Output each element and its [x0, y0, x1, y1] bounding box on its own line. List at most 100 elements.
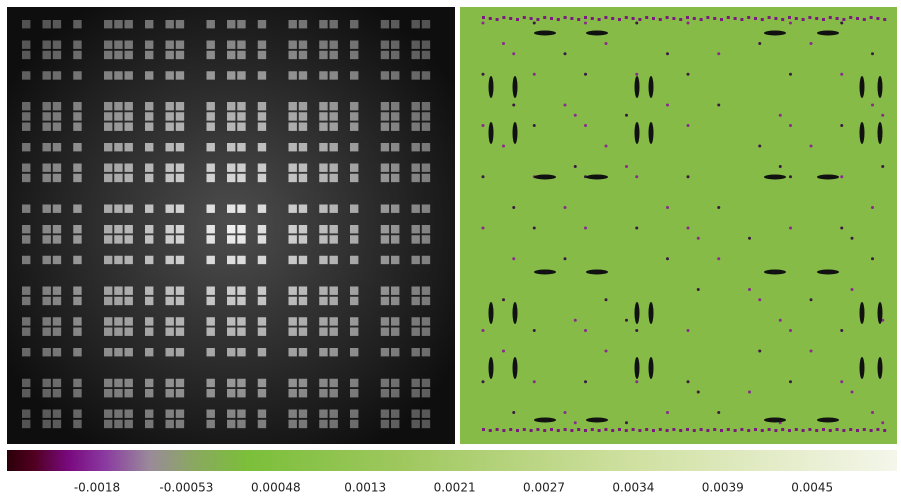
edge-dot [747, 16, 750, 19]
residual-dot [564, 411, 567, 414]
residual-dot [758, 350, 761, 353]
residual-blob [878, 76, 883, 98]
residual-dot [666, 52, 669, 55]
colorbar-tick-label: -0.00053 [159, 481, 213, 495]
edge-dot [530, 429, 533, 432]
page: -0.0018-0.000530.000480.00130.00210.0027… [0, 0, 901, 497]
residual-dot [666, 257, 669, 260]
colorbar [7, 450, 897, 471]
edge-dot [802, 429, 805, 432]
colorbar-tick-label: 0.0021 [434, 481, 476, 495]
residual-dot [789, 227, 792, 230]
residual-dot [871, 206, 874, 209]
edge-dot [618, 428, 621, 431]
edge-dot [700, 428, 703, 431]
residual-dot [717, 52, 720, 55]
residual-blob [513, 357, 518, 379]
edge-dot [815, 429, 818, 432]
residual-dot [635, 175, 638, 178]
edge-dot [795, 17, 798, 20]
edge-dot [557, 429, 560, 432]
edge-dot [863, 18, 866, 21]
edge-dot [693, 429, 696, 432]
residual-dot [871, 257, 874, 260]
residual-dot [697, 391, 700, 394]
edge-dot [496, 18, 499, 21]
edge-dot [727, 16, 730, 19]
edge-dot [706, 429, 709, 432]
edge-dot [550, 428, 553, 431]
colorbar-tick-label: 0.0034 [612, 481, 654, 495]
residual-dot [851, 288, 854, 291]
edge-dot [822, 18, 825, 21]
residual-dot [717, 411, 720, 414]
left-shade [7, 7, 455, 444]
edge-dot [516, 18, 519, 21]
residual-dot [533, 73, 536, 76]
edge-dot [482, 16, 485, 19]
residual-blob [649, 357, 654, 379]
residual-dot [533, 124, 536, 127]
edge-dot [679, 429, 682, 432]
edge-dot [584, 429, 587, 432]
residual-dot [697, 288, 700, 291]
edge-dot [788, 429, 791, 432]
edge-dot [856, 429, 859, 432]
residual-dot [635, 227, 638, 230]
edge-dot [645, 428, 648, 431]
residual-dot [840, 380, 843, 383]
edge-dot [849, 16, 852, 19]
edge-dot [754, 428, 757, 431]
edge-dot [509, 17, 512, 20]
edge-dot [829, 429, 832, 432]
residual-dot [687, 175, 690, 178]
residual-blob [489, 357, 494, 379]
residual-dot [789, 329, 792, 332]
edge-dot [666, 429, 669, 432]
edge-dot [516, 429, 519, 432]
colorbar-tick-label: 0.0027 [523, 481, 565, 495]
residual-dot [748, 391, 751, 394]
residual-dot [789, 175, 792, 178]
edge-dot [761, 18, 764, 21]
residual-dot [881, 114, 884, 117]
edge-dot [829, 16, 832, 19]
residual-dot [512, 52, 515, 55]
edge-dot [808, 428, 811, 431]
edge-dot [740, 428, 743, 431]
residual-blob [489, 302, 494, 324]
edge-dot [870, 16, 873, 19]
edge-dot [768, 16, 771, 19]
edge-dot [570, 429, 573, 432]
residual-blob [860, 302, 865, 324]
residual-dot [779, 165, 782, 168]
residual-dot [687, 329, 690, 332]
residual-blob [586, 31, 608, 36]
colorbar-tick-label: 0.0039 [702, 481, 744, 495]
edge-dot [496, 428, 499, 431]
residual-dot [851, 391, 854, 394]
colorbar-tick-label: 0.0013 [344, 481, 386, 495]
residual-dot [871, 52, 874, 55]
right-panel [460, 7, 897, 444]
residual-dot [810, 350, 813, 353]
residual-dot [871, 411, 874, 414]
residual-dot [697, 237, 700, 240]
residual-dot [605, 145, 608, 148]
residual-dot [851, 237, 854, 240]
residual-dot [482, 73, 485, 76]
edge-dot [774, 17, 777, 20]
edge-dot [557, 18, 560, 21]
residual-dot [512, 411, 515, 414]
residual-dot [564, 52, 567, 55]
residual-blob [878, 122, 883, 144]
edge-dot [659, 18, 662, 21]
residual-dot [717, 257, 720, 260]
residual-dot [758, 42, 761, 45]
residual-dot [625, 319, 628, 322]
residual-dot [717, 206, 720, 209]
residual-dot [635, 380, 638, 383]
edge-dot [530, 17, 533, 20]
edge-dot [849, 428, 852, 431]
edge-dot [747, 429, 750, 432]
